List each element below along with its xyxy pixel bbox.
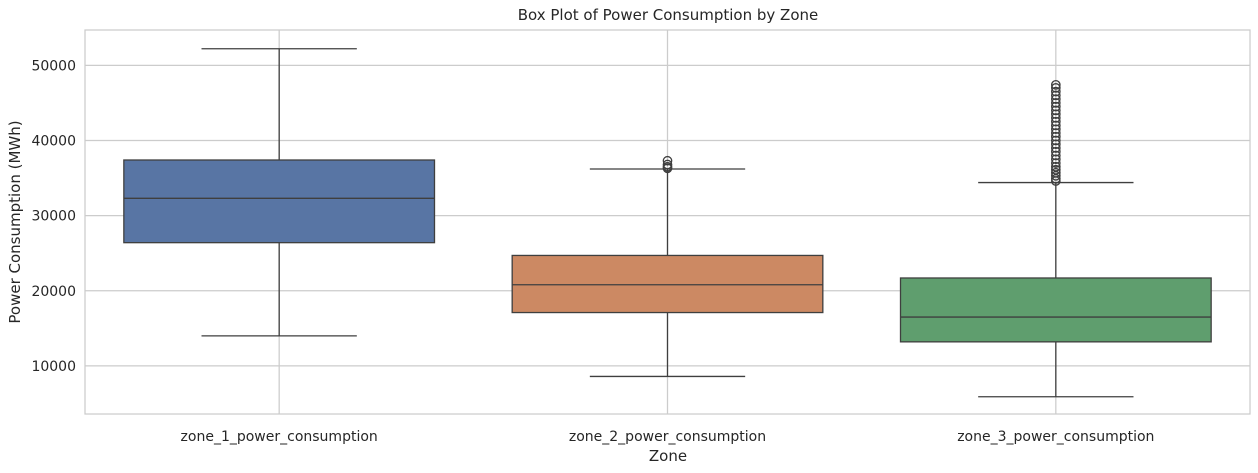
outlier-point	[662, 155, 673, 166]
box-1	[123, 48, 436, 337]
y-tick-label: 30000	[31, 209, 76, 225]
outlier-point	[1050, 98, 1061, 108]
box-3	[899, 80, 1212, 398]
outlier-point	[1050, 105, 1061, 116]
outlier-point	[1050, 124, 1061, 135]
outlier-point	[1050, 120, 1061, 131]
x-tick-label: zone_1_power_consumption	[181, 429, 378, 445]
y-tick-label: 10000	[31, 359, 76, 375]
outlier-point	[1050, 135, 1061, 146]
box-2	[511, 155, 824, 378]
y-tick-label: 50000	[31, 58, 76, 74]
x-tick-label: zone_3_power_consumption	[957, 429, 1154, 445]
outlier-point	[1050, 90, 1061, 101]
outlier-point	[1050, 94, 1061, 104]
outlier-point	[1050, 139, 1061, 150]
outlier-point	[1050, 143, 1061, 153]
iqr-box	[899, 277, 1212, 343]
outlier-point	[1050, 158, 1061, 168]
outlier-point	[1050, 164, 1061, 175]
outlier-point	[1050, 116, 1061, 127]
outlier-point	[1050, 154, 1061, 165]
outlier-point	[1050, 167, 1061, 178]
outlier-point	[1050, 101, 1061, 112]
outlier-point	[662, 159, 673, 170]
y-tick-label: 20000	[31, 284, 76, 300]
outlier-point	[1050, 161, 1061, 172]
y-tick-labels: 10000 20000 30000 40000 50000	[31, 58, 76, 375]
outlier-point	[1050, 86, 1061, 97]
x-axis-label: Zone	[649, 447, 687, 465]
y-axis-label: Power Consumption (MWh)	[6, 120, 24, 323]
outlier-point	[1050, 80, 1061, 90]
outlier-point	[1050, 113, 1061, 123]
x-tick-labels: zone_1_power_consumption zone_2_power_con…	[181, 429, 1155, 445]
x-tick-label: zone_2_power_consumption	[569, 429, 766, 445]
iqr-box	[123, 159, 436, 244]
outlier-point	[1050, 109, 1061, 120]
chart-title: Box Plot of Power Consumption by Zone	[518, 6, 819, 24]
boxes	[123, 48, 1212, 398]
outlier-point	[1050, 128, 1061, 138]
outlier-point	[1050, 150, 1061, 161]
outlier-point	[1050, 131, 1061, 142]
iqr-box	[511, 254, 824, 314]
outlier-point	[1050, 83, 1061, 93]
y-tick-label: 40000	[31, 133, 76, 149]
plot-frame	[84, 29, 1251, 415]
outlier-point	[1050, 146, 1061, 157]
